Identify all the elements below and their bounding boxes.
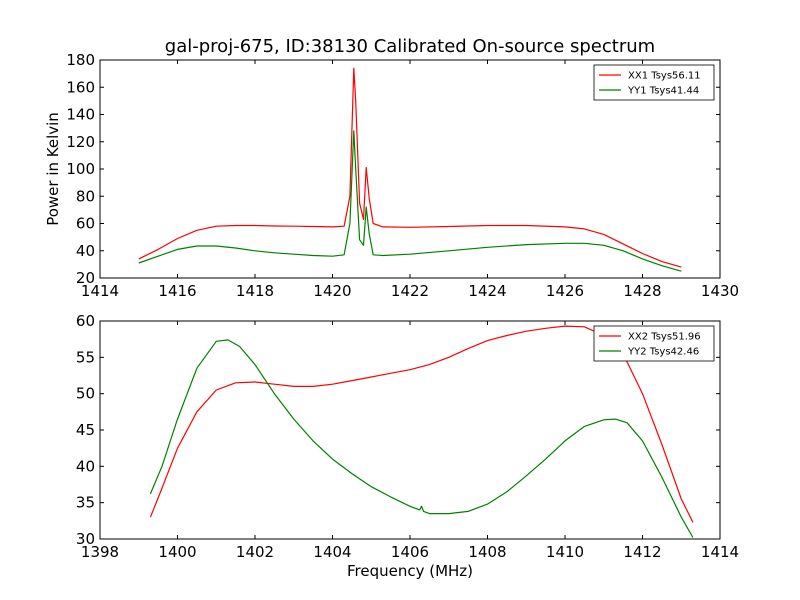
x-tick-label: 1420 [313, 282, 351, 300]
y-tick-label: 140 [66, 106, 95, 124]
plot-frame [99, 320, 721, 540]
y-tick-label: 160 [66, 78, 95, 96]
x-axis-label: Frequency (MHz) [347, 562, 473, 580]
series-group [138, 67, 682, 272]
legend-frame [593, 325, 715, 362]
x-tick-label: 1398 [81, 543, 119, 561]
y-axis-label: Power in Kelvin [44, 112, 62, 226]
y-tick-label: 50 [76, 385, 95, 403]
y-tick-label: 60 [76, 215, 95, 233]
y-tick-label: 80 [76, 187, 95, 205]
x-tick-label: 1424 [468, 282, 506, 300]
chart-bottom: Frequency (MHz) 1398 1400 1402 1404 1406 1408… [76, 312, 739, 580]
series-line-yy [138, 130, 682, 272]
x-tick-label: 1426 [546, 282, 584, 300]
y-tick-label: 40 [76, 242, 95, 260]
y-tick-label: 180 [66, 51, 95, 69]
y-tick-label: 40 [76, 457, 95, 475]
x-tick-label: 1406 [391, 543, 429, 561]
series-line-yy [149, 339, 694, 538]
chart-title: gal-proj-675, ID:38130 Calibrated On-sou… [165, 36, 655, 57]
y-tick-label: 20 [76, 269, 95, 287]
x-tick-label: 1400 [158, 543, 196, 561]
x-tick-label: 1428 [623, 282, 661, 300]
legend-entry: XX2 Tsys51.96 [628, 332, 701, 343]
x-tick-label: 1422 [391, 282, 429, 300]
y-tick-label: 60 [76, 312, 95, 330]
x-tick-label: 1408 [468, 543, 506, 561]
x-tick-label: 1414 [701, 543, 739, 561]
ticks: 1414 1416 1418 1420 1422 1424 1426 1428 1430 20 40… [66, 51, 739, 300]
plot-frame [99, 59, 721, 279]
x-tick-label: 1402 [236, 543, 274, 561]
y-tick-label: 45 [76, 421, 95, 439]
x-tick-label: 1416 [158, 282, 196, 300]
legend: XX1 Tsys56.11 YY1 Tsys41.44 [593, 64, 715, 101]
ticks: 1398 1400 1402 1404 1406 1408 1410 1412 1414 30 35… [76, 312, 739, 561]
y-tick-label: 55 [76, 348, 95, 366]
y-tick-label: 35 [76, 494, 95, 512]
x-tick-label: 1430 [701, 282, 739, 300]
x-tick-label: 1404 [313, 543, 351, 561]
legend-frame [593, 64, 715, 101]
x-tick-label: 1414 [81, 282, 119, 300]
x-tick-label: 1412 [623, 543, 661, 561]
legend-entry: XX1 Tsys56.11 [628, 71, 701, 82]
series-line-xx [138, 67, 682, 268]
legend-entry: YY1 Tsys41.44 [627, 86, 699, 97]
x-tick-label: 1410 [546, 543, 584, 561]
legend-entry: YY2 Tsys42.46 [627, 347, 699, 358]
y-tick-label: 120 [66, 133, 95, 151]
chart-top: gal-proj-675, ID:38130 Calibrated On-sou… [44, 36, 739, 300]
y-tick-label: 100 [66, 160, 95, 178]
legend: XX2 Tsys51.96 YY2 Tsys42.46 [593, 325, 715, 362]
x-tick-label: 1418 [236, 282, 274, 300]
y-tick-label: 30 [76, 530, 95, 548]
